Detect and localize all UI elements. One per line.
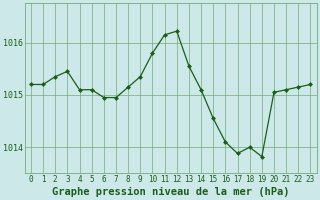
X-axis label: Graphe pression niveau de la mer (hPa): Graphe pression niveau de la mer (hPa) — [52, 186, 290, 197]
